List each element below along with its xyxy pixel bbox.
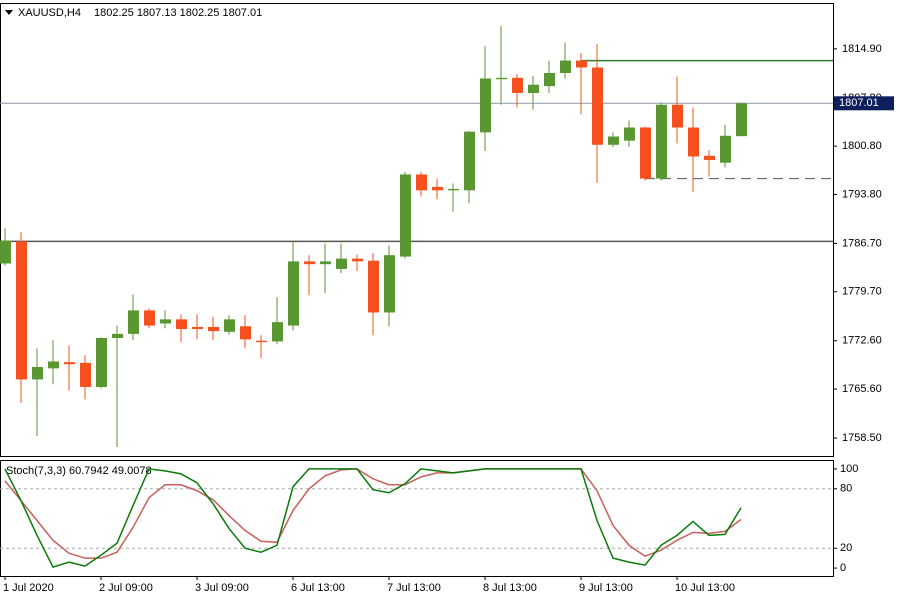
candle-body <box>624 127 635 141</box>
candle-body <box>96 337 107 387</box>
candle-body <box>464 131 475 191</box>
candle-body <box>112 333 123 338</box>
candle-body <box>224 319 235 332</box>
stoch-title: Stoch(7,3,3) 60.7942 49.0078 <box>6 465 152 477</box>
candle-body <box>736 103 747 137</box>
candle-body <box>400 174 411 257</box>
candle-body <box>32 366 43 380</box>
stoch-line <box>4 468 742 559</box>
y-tick-label: 1772.60 <box>842 335 882 347</box>
y-tick-label: 1793.80 <box>842 188 882 200</box>
candle-body <box>0 240 11 264</box>
y-tick-label: 1800.80 <box>842 140 882 152</box>
candle-body <box>656 104 667 179</box>
y-tick-label: 0 <box>840 562 846 574</box>
candle-body <box>672 104 683 128</box>
candle-body <box>560 60 571 74</box>
x-tick-label: 2 Jul 09:00 <box>99 582 153 594</box>
candle-body <box>336 258 347 269</box>
candle-body <box>288 261 299 326</box>
candle-body <box>304 261 315 265</box>
stoch-frame <box>0 460 834 577</box>
y-tick-label: 1779.70 <box>842 286 882 298</box>
price-label: 1807.01 <box>839 97 879 109</box>
candle-body <box>128 310 139 334</box>
candle-body <box>192 326 203 330</box>
candle-body <box>688 127 699 157</box>
candle-body <box>640 127 651 179</box>
candle-body <box>480 78 491 133</box>
ohlc-label: 1802.25 1807.13 1802.25 1807.01 <box>94 7 262 19</box>
y-tick-label: 1765.60 <box>842 383 882 395</box>
y-tick-label: 1814.90 <box>842 43 882 55</box>
x-tick-label: 1 Jul 2020 <box>3 582 54 594</box>
candle-body <box>64 362 75 365</box>
candle-body <box>208 326 219 332</box>
candle-body <box>240 326 251 340</box>
y-tick-label: 20 <box>840 542 852 554</box>
menu-arrow <box>5 10 13 15</box>
candle-body <box>144 310 155 326</box>
candle-body <box>576 60 587 68</box>
y-tick-label: 1786.70 <box>842 237 882 249</box>
candle-body <box>608 136 619 145</box>
main-frame <box>0 3 834 457</box>
candle-body <box>272 322 283 342</box>
candle-body <box>512 77 523 94</box>
candle-body <box>368 260 379 313</box>
x-tick-label: 7 Jul 13:00 <box>387 582 441 594</box>
candle-body <box>720 135 731 163</box>
y-tick-label: 1758.50 <box>842 432 882 444</box>
candle-body <box>544 73 555 87</box>
candle-body <box>496 77 507 80</box>
y-tick-label: 100 <box>840 463 858 475</box>
candle-body <box>48 361 59 369</box>
candle-body <box>704 155 715 160</box>
candle-body <box>80 362 91 387</box>
candle-body <box>384 255 395 313</box>
candle-body <box>320 261 331 265</box>
price-box <box>834 96 894 111</box>
candle-body <box>528 84 539 94</box>
x-tick-label: 9 Jul 13:00 <box>579 582 633 594</box>
x-tick-label: 6 Jul 13:00 <box>291 582 345 594</box>
candle-body <box>176 319 187 330</box>
x-tick-label: 10 Jul 13:00 <box>675 582 735 594</box>
x-tick-label: 3 Jul 09:00 <box>195 582 249 594</box>
candle-body <box>160 319 171 324</box>
candle-body <box>352 258 363 262</box>
candle-body <box>416 174 427 191</box>
candle-body <box>448 188 459 191</box>
candle-body <box>16 241 27 380</box>
y-tick-label: 80 <box>840 483 852 495</box>
candle-body <box>432 186 443 191</box>
stoch-line <box>4 468 742 568</box>
x-tick-label: 8 Jul 13:00 <box>483 582 537 594</box>
candle-body <box>256 340 267 343</box>
candle-body <box>592 67 603 145</box>
chart-title: XAUUSD,H4 <box>18 7 81 19</box>
